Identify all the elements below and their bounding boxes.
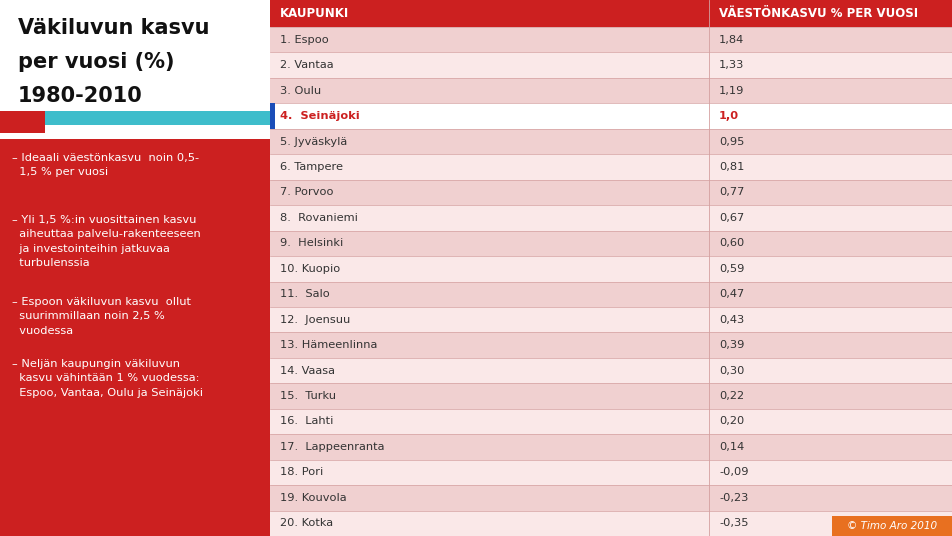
Bar (270, 358, 952, 383)
Text: Väkiluvun kasvu: Väkiluvun kasvu (18, 18, 209, 38)
Bar (270, 53, 952, 78)
Text: 16.  Lahti: 16. Lahti (280, 416, 333, 427)
Text: 3. Oulu: 3. Oulu (280, 86, 321, 95)
Text: 12.  Joensuu: 12. Joensuu (280, 315, 350, 325)
Text: per vuosi (%): per vuosi (%) (18, 52, 174, 72)
Bar (0, 0, 270, 125)
Text: – Espoon väkiluvun kasvu  ollut
  suurimmillaan noin 2,5 %
  vuodessa: – Espoon väkiluvun kasvu ollut suurimmil… (12, 297, 191, 336)
Bar (270, 103, 275, 129)
Text: 7. Porvoo: 7. Porvoo (280, 188, 333, 197)
Text: 1,19: 1,19 (719, 86, 744, 95)
Bar (270, 511, 952, 536)
Text: – Yli 1,5 %:in vuosittainen kasvu
  aiheuttaa palvelu-rakenteeseen
  ja investoi: – Yli 1,5 %:in vuosittainen kasvu aiheut… (12, 215, 201, 268)
Text: 5. Jyväskylä: 5. Jyväskylä (280, 137, 347, 146)
Bar (270, 0, 952, 27)
Bar (270, 307, 952, 332)
Bar (270, 256, 952, 281)
Text: -0,23: -0,23 (719, 493, 748, 503)
Text: 4.  Seinäjoki: 4. Seinäjoki (280, 111, 360, 121)
Bar (0, 139, 270, 536)
Bar (832, 516, 952, 536)
Bar (270, 460, 952, 485)
Bar (270, 485, 952, 511)
Text: KAUPUNKI: KAUPUNKI (280, 7, 349, 20)
Text: 8.  Rovaniemi: 8. Rovaniemi (280, 213, 358, 223)
Bar (270, 154, 952, 180)
Text: 19. Kouvola: 19. Kouvola (280, 493, 347, 503)
Text: 20. Kotka: 20. Kotka (280, 518, 333, 528)
Text: 0,95: 0,95 (719, 137, 744, 146)
Bar (270, 281, 952, 307)
Bar (0, 111, 45, 133)
Text: 10. Kuopio: 10. Kuopio (280, 264, 340, 274)
Text: 0,67: 0,67 (719, 213, 744, 223)
Text: 18. Pori: 18. Pori (280, 467, 324, 478)
Text: 15.  Turku: 15. Turku (280, 391, 336, 401)
Text: 1. Espoo: 1. Espoo (280, 35, 328, 44)
Text: 0,20: 0,20 (719, 416, 744, 427)
Text: 0,22: 0,22 (719, 391, 744, 401)
Text: -0,09: -0,09 (719, 467, 748, 478)
Text: 0,30: 0,30 (719, 366, 744, 376)
Bar (270, 409, 952, 434)
Text: 1,33: 1,33 (719, 60, 744, 70)
Text: -0,35: -0,35 (719, 518, 748, 528)
Text: 2. Vantaa: 2. Vantaa (280, 60, 333, 70)
Text: 17.  Lappeenranta: 17. Lappeenranta (280, 442, 385, 452)
Bar (270, 180, 952, 205)
Bar (270, 27, 952, 53)
Text: 6. Tampere: 6. Tampere (280, 162, 343, 172)
Bar (270, 78, 952, 103)
Text: – Ideaali väestönkasvu  noin 0,5-
  1,5 % per vuosi: – Ideaali väestönkasvu noin 0,5- 1,5 % p… (12, 153, 199, 177)
Text: – Neljän kaupungin väkiluvun
  kasvu vähintään 1 % vuodessa:
  Espoo, Vantaa, Ou: – Neljän kaupungin väkiluvun kasvu vähin… (12, 359, 203, 398)
Bar (270, 434, 952, 460)
Bar (0, 111, 270, 125)
Text: 11.  Salo: 11. Salo (280, 289, 329, 299)
Bar (270, 103, 952, 129)
Text: 1980-2010: 1980-2010 (18, 86, 143, 106)
Text: © Timo Aro 2010: © Timo Aro 2010 (847, 521, 937, 531)
Text: 0,39: 0,39 (719, 340, 744, 350)
Text: 0,81: 0,81 (719, 162, 744, 172)
Bar (270, 383, 952, 409)
Text: 0,77: 0,77 (719, 188, 744, 197)
Bar (270, 230, 952, 256)
Text: 9.  Helsinki: 9. Helsinki (280, 239, 344, 248)
Text: 0,14: 0,14 (719, 442, 744, 452)
Text: 0,59: 0,59 (719, 264, 744, 274)
Bar (270, 332, 952, 358)
Text: 1,0: 1,0 (719, 111, 739, 121)
Text: 0,43: 0,43 (719, 315, 744, 325)
Text: 1,84: 1,84 (719, 35, 744, 44)
Text: 0,60: 0,60 (719, 239, 744, 248)
Text: 0,47: 0,47 (719, 289, 744, 299)
Text: VÄESTÖNKASVU % PER VUOSI: VÄESTÖNKASVU % PER VUOSI (719, 7, 918, 20)
Text: 13. Hämeenlinna: 13. Hämeenlinna (280, 340, 377, 350)
Bar (270, 205, 952, 230)
Text: 14. Vaasa: 14. Vaasa (280, 366, 335, 376)
Bar (270, 129, 952, 154)
